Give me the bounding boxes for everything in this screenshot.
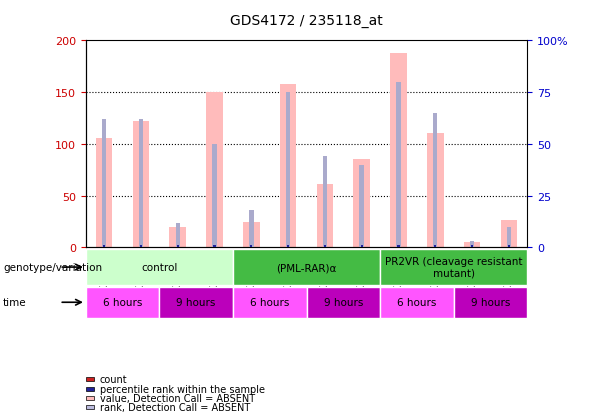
Bar [434,246,436,248]
Bar [243,222,260,248]
Text: 9 hours: 9 hours [471,297,510,308]
Bar [287,246,289,248]
Bar [500,221,517,248]
Bar [317,185,333,248]
Bar [322,157,327,248]
Text: 9 hours: 9 hours [177,297,216,308]
Bar [212,246,217,248]
Bar [470,247,474,248]
Bar [249,211,254,248]
Bar [470,242,474,248]
Bar [396,83,401,248]
Bar [506,246,511,248]
Bar [140,246,142,248]
Bar [177,246,179,248]
Bar [433,114,438,248]
Bar [139,246,143,248]
Bar [175,223,180,248]
Bar [139,120,143,248]
Text: GDS4172 / 235118_at: GDS4172 / 235118_at [230,14,383,28]
Bar [250,246,253,248]
Bar [390,54,407,248]
Bar [233,287,306,318]
Bar [306,287,380,318]
Text: PR2VR (cleavage resistant
mutant): PR2VR (cleavage resistant mutant) [385,256,522,278]
Bar [133,122,150,248]
Bar [86,250,233,285]
Text: percentile rank within the sample: percentile rank within the sample [100,384,265,394]
Text: 9 hours: 9 hours [324,297,363,308]
Bar [86,287,159,318]
Bar [169,227,186,248]
Bar [322,246,327,248]
Bar [427,133,443,248]
Text: rank, Detection Call = ABSENT: rank, Detection Call = ABSENT [100,402,250,412]
Bar [212,145,217,248]
Text: time: time [3,297,27,308]
Text: count: count [100,375,128,385]
Bar [233,250,380,285]
Bar [397,246,400,248]
Bar [454,287,527,318]
Bar [359,246,364,248]
Bar [213,246,216,248]
Bar [286,246,291,248]
Bar [324,246,326,248]
Text: 6 hours: 6 hours [397,297,436,308]
Text: 6 hours: 6 hours [250,297,289,308]
Bar [206,93,223,248]
Bar [380,250,527,285]
Bar [360,246,363,248]
Bar [280,85,297,248]
Bar [175,247,180,248]
Text: value, Detection Call = ABSENT: value, Detection Call = ABSENT [100,393,255,403]
Bar [508,246,510,248]
Text: control: control [141,262,178,273]
Bar [359,165,364,248]
Bar [286,93,291,248]
Text: 6 hours: 6 hours [103,297,142,308]
Bar [249,246,254,248]
Bar [353,160,370,248]
Bar [396,246,401,248]
Text: genotype/variation: genotype/variation [3,262,102,273]
Bar [159,287,233,318]
Text: (PML-RAR)α: (PML-RAR)α [276,262,337,273]
Bar [96,138,113,248]
Bar [102,120,107,248]
Bar [433,246,438,248]
Bar [102,246,107,248]
Bar [463,242,480,248]
Bar [380,287,454,318]
Bar [471,246,473,248]
Bar [506,227,511,248]
Bar [103,246,105,248]
